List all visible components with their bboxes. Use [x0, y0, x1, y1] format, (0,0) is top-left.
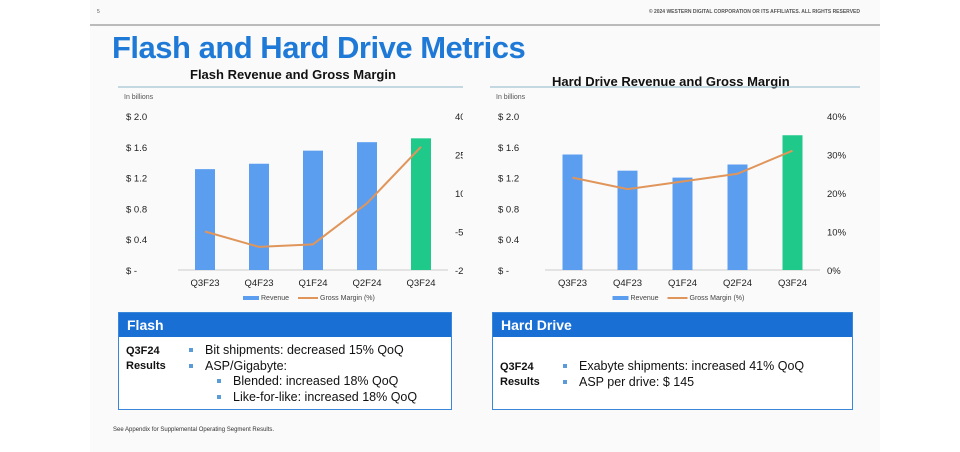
- revenue-bar: [303, 150, 323, 270]
- list-item: Exabyte shipments: increased 41% QoQ: [563, 359, 804, 375]
- y-tick-label: $ 1.6: [498, 143, 519, 154]
- y-tick-label: $ -: [498, 266, 509, 277]
- flash-results-list: Bit shipments: decreased 15% QoQ ASP/Gig…: [189, 343, 417, 406]
- y2-tick-label: 10%: [827, 228, 847, 239]
- y2-tick-label: -20%: [455, 266, 463, 277]
- page-title: Flash and Hard Drive Metrics: [112, 30, 526, 65]
- x-tick-label: Q4F23: [613, 278, 642, 289]
- flash-results-label: Q3F24 Results: [126, 344, 166, 374]
- x-tick-label: Q2F24: [352, 278, 381, 289]
- unit-label: In billions: [124, 94, 154, 101]
- revenue-bar: [562, 154, 583, 270]
- results-label: Results: [126, 360, 166, 372]
- y-tick-label: $ 1.2: [126, 174, 147, 185]
- y2-tick-label: 10%: [455, 189, 463, 200]
- y-tick-label: $ -: [126, 266, 137, 277]
- divider: [90, 24, 880, 26]
- hdd-chart-title: Hard Drive Revenue and Gross Margin: [552, 74, 790, 89]
- revenue-bar: [672, 177, 693, 270]
- legend-margin-label: Gross Margin (%): [690, 295, 745, 302]
- legend-revenue-label: Revenue: [261, 295, 289, 302]
- hdd-results-label: Q3F24 Results: [500, 360, 540, 390]
- quarter-label: Q3F24: [126, 345, 160, 357]
- hdd-results-list: Exabyte shipments: increased 41% QoQ ASP…: [563, 359, 804, 391]
- x-tick-label: Q3F23: [558, 278, 587, 289]
- copyright: © 2024 WESTERN DIGITAL CORPORATION OR IT…: [648, 9, 860, 15]
- unit-label: In billions: [496, 94, 526, 101]
- revenue-bar: [357, 142, 377, 270]
- list-item: Like-for-like: increased 18% QoQ: [217, 390, 417, 406]
- y2-tick-label: 0%: [827, 266, 841, 277]
- flash-results-box: Flash Q3F24 Results Bit shipments: decrea…: [118, 312, 452, 410]
- y2-tick-label: 40%: [827, 112, 847, 123]
- legend-revenue-swatch: [243, 296, 259, 300]
- x-tick-label: Q1F24: [298, 278, 327, 289]
- y-tick-label: $ 1.2: [498, 174, 519, 185]
- revenue-bar: [617, 170, 638, 270]
- x-tick-label: Q3F24: [778, 278, 807, 289]
- list-item: Blended: increased 18% QoQ: [217, 374, 417, 390]
- results-label: Results: [500, 376, 540, 388]
- flash-chart-title: Flash Revenue and Gross Margin: [190, 67, 396, 82]
- x-tick-label: Q4F23: [244, 278, 273, 289]
- footnote: See Appendix for Supplemental Operating …: [113, 427, 275, 433]
- list-item: Bit shipments: decreased 15% QoQ: [189, 343, 417, 359]
- list-item: ASP per drive: $ 145: [563, 375, 804, 391]
- y-tick-label: $ 2.0: [498, 112, 519, 123]
- hdd-box-header: Hard Drive: [493, 313, 852, 337]
- y-tick-label: $ 0.8: [498, 204, 519, 215]
- revenue-bar: [782, 135, 803, 270]
- legend-revenue-swatch: [612, 296, 629, 300]
- hdd-chart: In billions $ - $ 0.4 $ 0.8 $ 1.2 $ 1.6 $ 2.0 0…: [490, 86, 860, 302]
- revenue-bar: [727, 164, 748, 270]
- y2-tick-label: -5%: [455, 228, 463, 239]
- list-item: ASP/Gigabyte:: [189, 359, 417, 375]
- legend-margin-label: Gross Margin (%): [320, 295, 375, 302]
- y-tick-label: $ 0.4: [498, 235, 519, 246]
- y-tick-label: $ 1.6: [126, 143, 147, 154]
- flash-box-header: Flash: [119, 313, 451, 337]
- y-tick-label: $ 2.0: [126, 112, 147, 123]
- quarter-label: Q3F24: [500, 361, 534, 373]
- y-tick-label: $ 0.4: [126, 235, 147, 246]
- x-tick-label: Q1F24: [668, 278, 697, 289]
- page-number: 5: [97, 9, 100, 15]
- legend-revenue-label: Revenue: [631, 295, 659, 302]
- x-tick-label: Q3F23: [190, 278, 219, 289]
- x-tick-label: Q3F24: [406, 278, 435, 289]
- hdd-results-box: Hard Drive Q3F24 Results Exabyte shipment…: [492, 312, 853, 410]
- revenue-bar: [249, 163, 269, 270]
- x-tick-label: Q2F24: [723, 278, 752, 289]
- revenue-bar: [411, 138, 431, 270]
- y2-tick-label: 25%: [455, 151, 463, 162]
- y-tick-label: $ 0.8: [126, 204, 147, 215]
- flash-chart: In billions $ - $ 0.4 $ 0.8 $ 1.2 $ 1.6 $ 2.0 -…: [118, 86, 463, 302]
- revenue-bar: [195, 169, 215, 270]
- y2-tick-label: 40%: [455, 112, 463, 123]
- y2-tick-label: 20%: [827, 189, 847, 200]
- y2-tick-label: 30%: [827, 151, 847, 162]
